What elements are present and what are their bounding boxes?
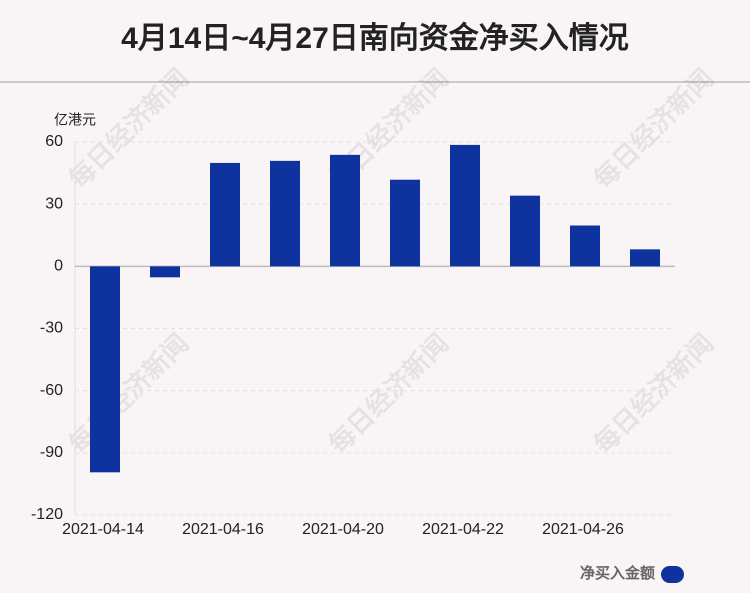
bar	[150, 266, 180, 278]
legend-label: 净买入金额	[580, 564, 655, 582]
y-axis-label: 亿港元	[54, 112, 96, 128]
y-tick-label: -120	[31, 506, 63, 523]
x-tick-label: 2021-04-16	[182, 521, 264, 538]
x-tick-label: 2021-04-26	[542, 521, 624, 538]
bar	[450, 144, 480, 267]
bar	[390, 179, 420, 267]
x-tick-label: 2021-04-20	[302, 521, 384, 538]
x-tick-label: 2021-04-22	[422, 521, 504, 538]
x-tick-label: 2021-04-14	[62, 521, 144, 538]
chart-title: 4月14日~4月27日南向资金净买入情况	[121, 21, 629, 55]
y-tick-label: 0	[54, 258, 63, 275]
y-tick-label: -90	[40, 444, 63, 461]
bar	[210, 162, 240, 267]
bar	[630, 249, 660, 267]
y-tick-label: -30	[40, 320, 63, 337]
legend-swatch	[661, 566, 684, 583]
bar	[90, 266, 120, 473]
bar	[510, 195, 540, 267]
bar	[570, 225, 600, 267]
bar	[270, 160, 300, 267]
y-tick-label: 30	[45, 195, 63, 212]
y-tick-label: 60	[45, 133, 63, 150]
bar	[330, 154, 360, 267]
y-tick-label: -60	[40, 382, 63, 399]
